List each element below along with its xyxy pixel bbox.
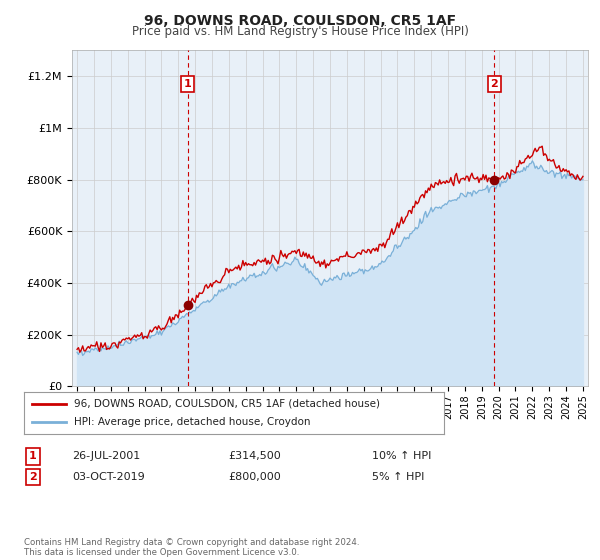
Text: Price paid vs. HM Land Registry's House Price Index (HPI): Price paid vs. HM Land Registry's House …	[131, 25, 469, 38]
Text: 96, DOWNS ROAD, COULSDON, CR5 1AF (detached house): 96, DOWNS ROAD, COULSDON, CR5 1AF (detac…	[74, 399, 380, 409]
Text: 10% ↑ HPI: 10% ↑ HPI	[372, 451, 431, 461]
Text: 1: 1	[184, 79, 192, 89]
Text: 2: 2	[491, 79, 498, 89]
Text: 1: 1	[29, 451, 37, 461]
Text: HPI: Average price, detached house, Croydon: HPI: Average price, detached house, Croy…	[74, 417, 311, 427]
Text: Contains HM Land Registry data © Crown copyright and database right 2024.
This d: Contains HM Land Registry data © Crown c…	[24, 538, 359, 557]
Text: £314,500: £314,500	[228, 451, 281, 461]
Text: 26-JUL-2001: 26-JUL-2001	[72, 451, 140, 461]
Text: 5% ↑ HPI: 5% ↑ HPI	[372, 472, 424, 482]
Text: £800,000: £800,000	[228, 472, 281, 482]
Text: 96, DOWNS ROAD, COULSDON, CR5 1AF: 96, DOWNS ROAD, COULSDON, CR5 1AF	[144, 14, 456, 28]
Text: 03-OCT-2019: 03-OCT-2019	[72, 472, 145, 482]
Text: 2: 2	[29, 472, 37, 482]
